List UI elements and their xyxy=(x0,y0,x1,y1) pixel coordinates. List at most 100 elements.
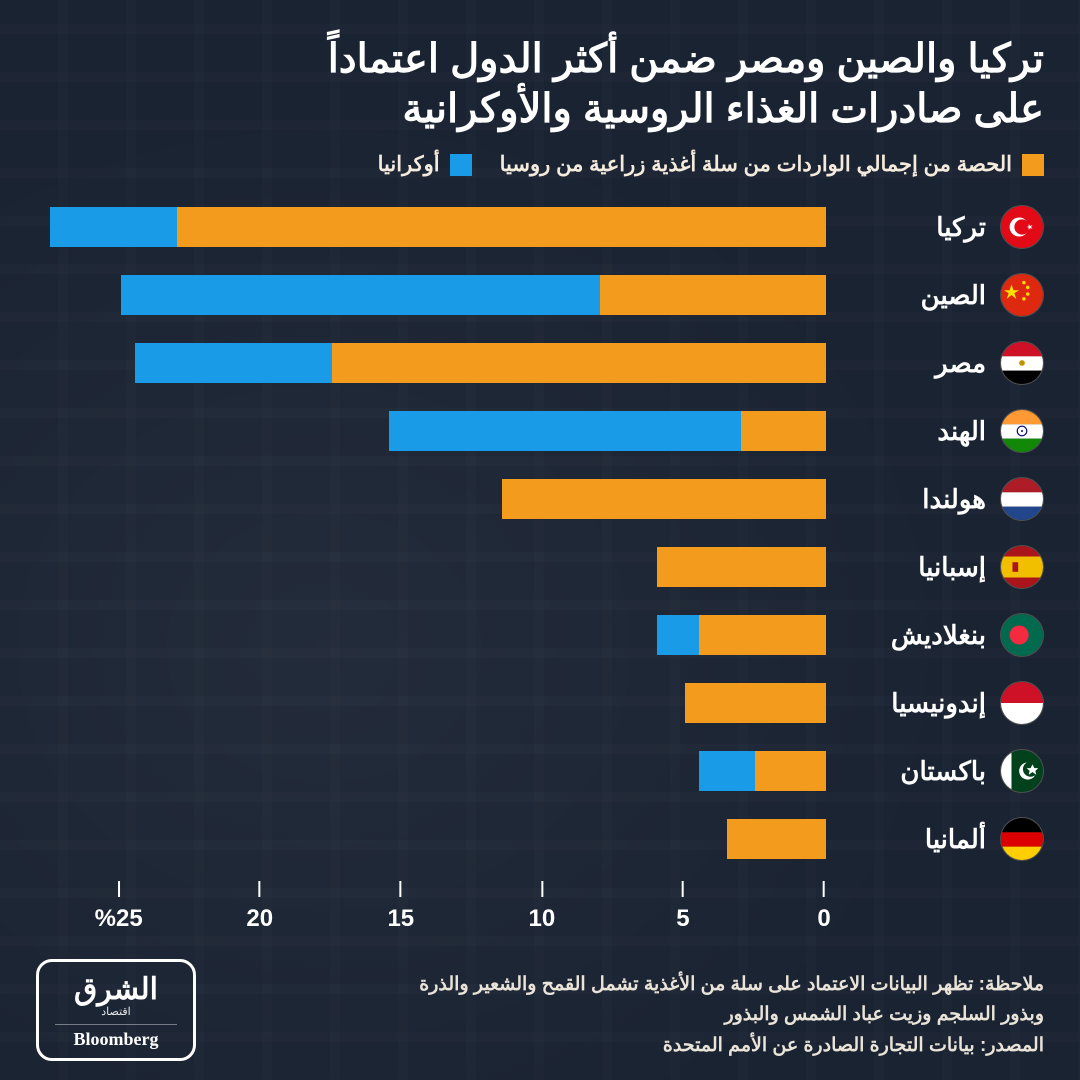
x-axis: 0 5 10 15 20 %25 xyxy=(36,881,1044,941)
axis-tick-mark xyxy=(400,881,402,897)
axis-tick-label: 10 xyxy=(529,905,556,933)
bar-track xyxy=(36,543,826,591)
axis-tick: 10 xyxy=(529,881,556,933)
axis-tick-mark xyxy=(682,881,684,897)
es-flag-icon xyxy=(1000,545,1044,589)
bar-segment-russia xyxy=(177,207,826,247)
title-line-1: تركيا والصين ومصر ضمن أكثر الدول اعتمادا… xyxy=(328,37,1044,81)
country-label: تركيا xyxy=(838,212,986,243)
axis-tick: 15 xyxy=(387,881,414,933)
logo-bloomberg-text: Bloomberg xyxy=(55,1029,177,1050)
bar-segment-russia xyxy=(657,547,826,587)
logo-sub-text: اقتصاد xyxy=(55,1005,177,1018)
note-line-3: المصدر: بيانات التجارة الصادرة عن الأمم … xyxy=(419,1031,1044,1061)
note-line-2: وبذور السلجم وزيت عباد الشمس والبذور xyxy=(419,1000,1044,1030)
bar-segment-russia xyxy=(600,275,826,315)
axis-tick: %25 xyxy=(95,881,143,933)
bar-segment-ukraine xyxy=(121,275,601,315)
country-label: إندونيسيا xyxy=(838,688,986,719)
bar-track xyxy=(36,815,826,863)
bar-row: مصر xyxy=(36,335,1044,391)
bar-segment-russia xyxy=(727,819,826,859)
title-line-2: على صادرات الغذاء الروسية والأوكرانية xyxy=(402,87,1044,131)
bar-track xyxy=(36,271,826,319)
bar-segment-russia xyxy=(741,411,826,451)
in-flag-icon xyxy=(1000,409,1044,453)
axis-tick-mark xyxy=(259,881,261,897)
bar-segment-ukraine xyxy=(135,343,333,383)
bar-track xyxy=(36,203,826,251)
country-label: مصر xyxy=(838,348,986,379)
legend-ukraine-swatch xyxy=(450,154,472,176)
axis-tick-mark xyxy=(823,881,825,897)
legend: الحصة من إجمالي الواردات من سلة أغذية زر… xyxy=(36,152,1044,177)
country-label: بنغلاديش xyxy=(838,620,986,651)
bar-track xyxy=(36,407,826,455)
stacked-bar xyxy=(685,683,826,723)
bar-row: تركيا xyxy=(36,199,1044,255)
bar-row: إندونيسيا xyxy=(36,675,1044,731)
eg-flag-icon xyxy=(1000,341,1044,385)
stacked-bar xyxy=(389,411,826,451)
stacked-bar xyxy=(502,479,826,519)
axis-tick-mark xyxy=(541,881,543,897)
country-label: إسبانيا xyxy=(838,552,986,583)
stacked-bar xyxy=(50,207,826,247)
bar-track xyxy=(36,339,826,387)
bar-segment-russia xyxy=(699,615,826,655)
stacked-bar xyxy=(135,343,826,383)
logo-top-text: الشرق xyxy=(55,972,177,1007)
axis-tick: 0 xyxy=(817,881,830,933)
bar-chart: تركيا الصين مصر الهند هولندا إسبانيا بنغلاديش إ… xyxy=(36,199,1044,941)
stacked-bar xyxy=(699,751,826,791)
legend-russia-label: الحصة من إجمالي الواردات من سلة أغذية زر… xyxy=(500,152,1012,177)
stacked-bar xyxy=(657,615,826,655)
bar-track xyxy=(36,475,826,523)
legend-ukraine: أوكرانيا xyxy=(378,152,472,177)
bar-segment-russia xyxy=(755,751,826,791)
chart-notes: ملاحظة: تظهر البيانات الاعتماد على سلة م… xyxy=(419,970,1044,1061)
axis-tick-label: 15 xyxy=(387,905,414,933)
axis-tick-label: 20 xyxy=(246,905,273,933)
axis-tick: 20 xyxy=(246,881,273,933)
pk-flag-icon xyxy=(1000,749,1044,793)
bar-row: بنغلاديش xyxy=(36,607,1044,663)
axis-tick: 5 xyxy=(676,881,689,933)
bar-row: الهند xyxy=(36,403,1044,459)
bar-track xyxy=(36,747,826,795)
axis-tick-label: 0 xyxy=(817,905,830,933)
bar-row: إسبانيا xyxy=(36,539,1044,595)
axis-tick-label: 5 xyxy=(676,905,689,933)
bar-segment-russia xyxy=(332,343,826,383)
legend-russia: الحصة من إجمالي الواردات من سلة أغذية زر… xyxy=(500,152,1044,177)
bd-flag-icon xyxy=(1000,613,1044,657)
id-flag-icon xyxy=(1000,681,1044,725)
bar-segment-russia xyxy=(685,683,826,723)
bar-segment-ukraine xyxy=(50,207,177,247)
bar-row: باكستان xyxy=(36,743,1044,799)
note-line-1: ملاحظة: تظهر البيانات الاعتماد على سلة م… xyxy=(419,970,1044,1000)
bar-row: هولندا xyxy=(36,471,1044,527)
bar-segment-ukraine xyxy=(657,615,699,655)
stacked-bar xyxy=(657,547,826,587)
bar-segment-ukraine xyxy=(699,751,755,791)
cn-flag-icon xyxy=(1000,273,1044,317)
legend-ukraine-label: أوكرانيا xyxy=(378,152,440,177)
bar-track xyxy=(36,611,826,659)
axis-tick-mark xyxy=(118,881,120,897)
brand-logo: الشرق اقتصاد Bloomberg xyxy=(36,959,196,1061)
country-label: الصين xyxy=(838,280,986,311)
tr-flag-icon xyxy=(1000,205,1044,249)
bar-row: الصين xyxy=(36,267,1044,323)
axis-tick-label: %25 xyxy=(95,905,143,933)
legend-russia-swatch xyxy=(1022,154,1044,176)
stacked-bar xyxy=(121,275,826,315)
nl-flag-icon xyxy=(1000,477,1044,521)
country-label: هولندا xyxy=(838,484,986,515)
stacked-bar xyxy=(727,819,826,859)
bar-segment-russia xyxy=(502,479,826,519)
country-label: الهند xyxy=(838,416,986,447)
bar-track xyxy=(36,679,826,727)
chart-title: تركيا والصين ومصر ضمن أكثر الدول اعتمادا… xyxy=(36,34,1044,134)
country-label: ألمانيا xyxy=(838,824,986,855)
